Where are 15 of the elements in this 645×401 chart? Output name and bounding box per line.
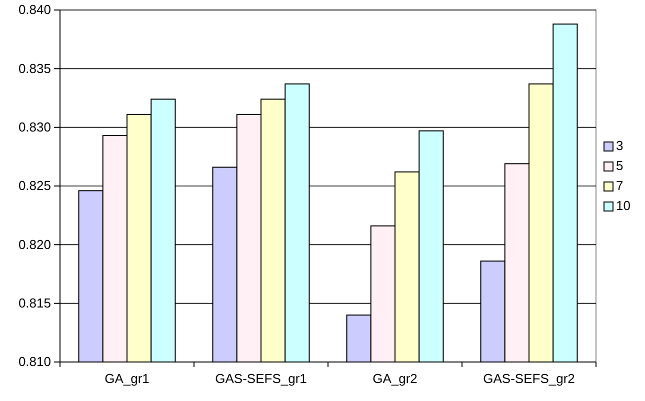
x-tick-label: GA_gr1 — [104, 371, 150, 386]
y-tick-label: 0.820 — [18, 236, 51, 252]
y-tick-label: 0.815 — [18, 295, 51, 310]
x-tick-label: GAS-SEFS_gr2 — [483, 371, 575, 386]
y-tick-label: 0.830 — [18, 119, 51, 134]
y-tick-label: 0.840 — [18, 2, 51, 18]
legend-label: 7 — [616, 178, 624, 193]
x-tick-label: GA_gr2 — [372, 371, 418, 386]
y-tick-label: 0.825 — [18, 178, 51, 194]
legend-label: 3 — [616, 138, 624, 153]
x-tick-label: GAS-SEFS_gr1 — [215, 371, 307, 386]
y-tick-label: 0.835 — [18, 60, 51, 76]
legend-label: 10 — [616, 198, 630, 213]
legend-label: 5 — [616, 158, 624, 173]
y-tick-label: 0.810 — [18, 354, 51, 370]
